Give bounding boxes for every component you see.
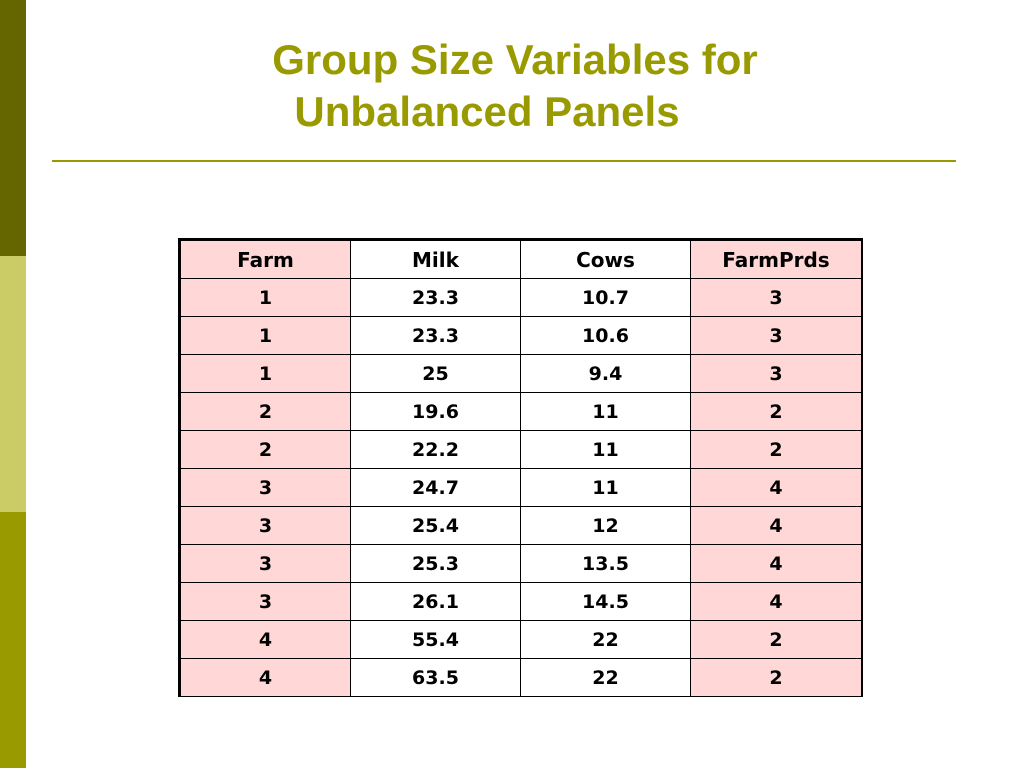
- cell-milk: 63.5: [350, 658, 521, 697]
- cell-milk: 26.1: [350, 582, 521, 621]
- title-line-1: Group Size Variables for: [272, 36, 758, 83]
- header-farmprds: FarmPrds: [690, 240, 862, 279]
- accent-bar-top: [0, 0, 26, 256]
- cell-cows: 11: [520, 392, 691, 431]
- cell-cows: 14.5: [520, 582, 691, 621]
- table-row: 3 26.1 14.5 4: [180, 582, 862, 621]
- cell-farm: 1: [180, 278, 351, 317]
- title-line-2: Unbalanced Panels: [294, 88, 680, 135]
- cell-farmprds: 2: [690, 620, 862, 659]
- cell-milk: 25.4: [350, 506, 521, 545]
- accent-bar-bottom: [0, 512, 26, 768]
- cell-cows: 22: [520, 620, 691, 659]
- table-row: 1 25 9.4 3: [180, 354, 862, 393]
- cell-farm: 4: [180, 658, 351, 697]
- table-row: 3 25.4 12 4: [180, 506, 862, 545]
- cell-farm: 2: [180, 392, 351, 431]
- cell-farmprds: 2: [690, 658, 862, 697]
- cell-farmprds: 3: [690, 354, 862, 393]
- data-table-frame: Farm Milk Cows FarmPrds 1 23.3 10.7 3 1 23.3 1…: [178, 238, 863, 697]
- cell-milk: 19.6: [350, 392, 521, 431]
- title-divider: [52, 160, 956, 162]
- table-body: 1 23.3 10.7 3 1 23.3 10.6 3 1 25 9.4 3 2 19.6 11 2 2 22.2…: [180, 278, 862, 697]
- cell-farm: 3: [180, 506, 351, 545]
- cell-milk: 55.4: [350, 620, 521, 659]
- table-row: 3 25.3 13.5 4: [180, 544, 862, 583]
- cell-farmprds: 3: [690, 278, 862, 317]
- cell-farmprds: 4: [690, 468, 862, 507]
- slide-title: Group Size Variables for Unbalanced Pane…: [0, 34, 1024, 138]
- table-row: 4 55.4 22 2: [180, 620, 862, 659]
- table-row: 3 24.7 11 4: [180, 468, 862, 507]
- cell-farm: 3: [180, 582, 351, 621]
- cell-cows: 11: [520, 468, 691, 507]
- cell-farm: 4: [180, 620, 351, 659]
- table-row: 2 22.2 11 2: [180, 430, 862, 469]
- header-farm: Farm: [180, 240, 351, 279]
- cell-cows: 10.6: [520, 316, 691, 355]
- cell-cows: 9.4: [520, 354, 691, 393]
- cell-cows: 12: [520, 506, 691, 545]
- cell-cows: 11: [520, 430, 691, 469]
- cell-milk: 24.7: [350, 468, 521, 507]
- cell-milk: 25: [350, 354, 521, 393]
- table-row: 1 23.3 10.6 3: [180, 316, 862, 355]
- table-row: 1 23.3 10.7 3: [180, 278, 862, 317]
- cell-milk: 25.3: [350, 544, 521, 583]
- cell-farm: 1: [180, 316, 351, 355]
- accent-bar-middle: [0, 256, 26, 512]
- cell-farmprds: 2: [690, 430, 862, 469]
- cell-cows: 22: [520, 658, 691, 697]
- cell-farmprds: 4: [690, 582, 862, 621]
- cell-milk: 22.2: [350, 430, 521, 469]
- data-table: Farm Milk Cows FarmPrds 1 23.3 10.7 3 1 23.3 1…: [180, 240, 862, 697]
- header-milk: Milk: [350, 240, 521, 279]
- cell-milk: 23.3: [350, 278, 521, 317]
- cell-farm: 1: [180, 354, 351, 393]
- cell-farmprds: 4: [690, 544, 862, 583]
- cell-milk: 23.3: [350, 316, 521, 355]
- cell-farm: 3: [180, 468, 351, 507]
- table-header-row: Farm Milk Cows FarmPrds: [180, 240, 862, 279]
- cell-farmprds: 4: [690, 506, 862, 545]
- cell-cows: 10.7: [520, 278, 691, 317]
- cell-farmprds: 2: [690, 392, 862, 431]
- table-row: 4 63.5 22 2: [180, 658, 862, 697]
- cell-farmprds: 3: [690, 316, 862, 355]
- cell-farm: 2: [180, 430, 351, 469]
- table-row: 2 19.6 11 2: [180, 392, 862, 431]
- cell-cows: 13.5: [520, 544, 691, 583]
- cell-farm: 3: [180, 544, 351, 583]
- header-cows: Cows: [520, 240, 691, 279]
